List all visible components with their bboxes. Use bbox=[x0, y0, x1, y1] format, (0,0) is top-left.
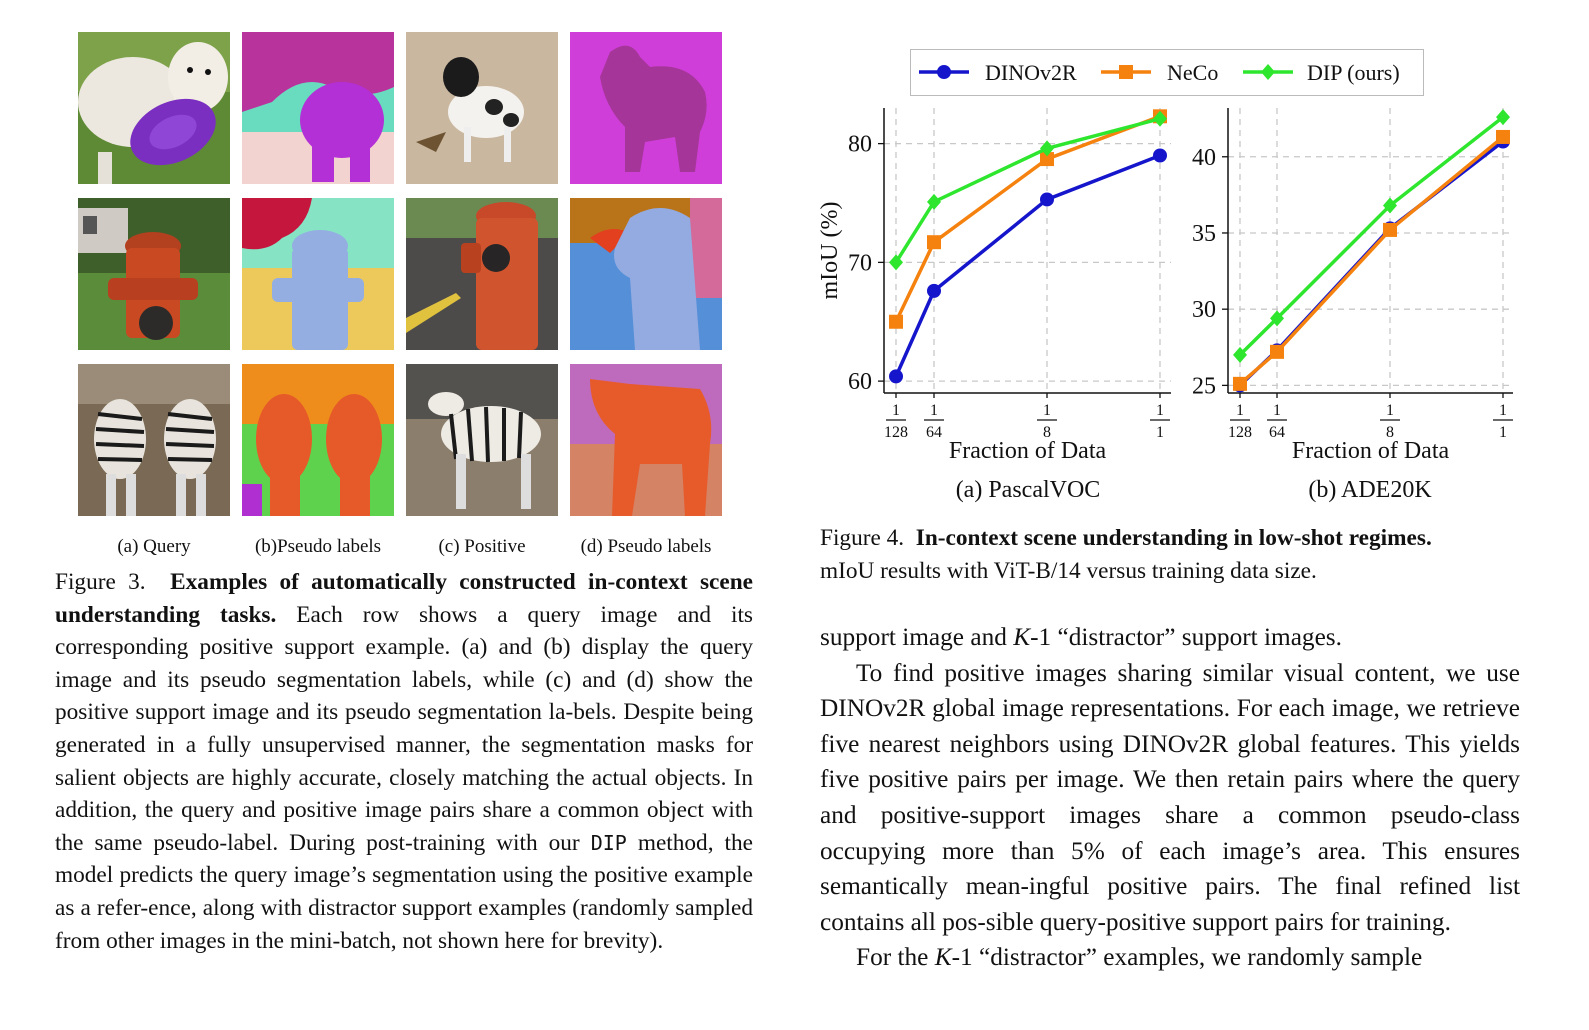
fig3-caption-body-1: Each row shows a query image and its cor… bbox=[55, 601, 753, 856]
body-p0-rest: -1 “distractor” support images. bbox=[1030, 623, 1342, 651]
chart-series-line bbox=[894, 153, 1161, 378]
chart-point bbox=[1233, 346, 1247, 363]
chart-point bbox=[889, 369, 903, 384]
chart-series-line bbox=[894, 114, 1161, 323]
legend-label-neco: NeCo bbox=[1167, 60, 1219, 85]
chart-xtick-label-den: 8 bbox=[1386, 424, 1394, 441]
fig4-caption-label: Figure 4. bbox=[820, 525, 905, 551]
chart-xtick-label-den: 64 bbox=[926, 424, 942, 441]
fig4-caption-body: mIoU results with ViT-B/14 versus traini… bbox=[820, 557, 1317, 584]
fig3-caption-body-2: method, the model predicts the query ima… bbox=[55, 829, 753, 954]
chart-xtick-label-den: 128 bbox=[1228, 424, 1252, 441]
chart-xtick-label-den: 128 bbox=[884, 424, 908, 441]
chart-point bbox=[889, 254, 903, 271]
chart-xtick-label-num: 1 bbox=[1156, 402, 1164, 419]
chart-xtick-label-num: 1 bbox=[1273, 402, 1281, 419]
legend-diamond-marker bbox=[1261, 64, 1275, 80]
chart-point bbox=[1040, 192, 1054, 207]
chart-series-line bbox=[894, 116, 1161, 264]
query-pseudo-label-dog bbox=[242, 32, 394, 184]
chart-ytick-label: 30 bbox=[1192, 297, 1216, 323]
chart-point bbox=[927, 235, 941, 250]
chart-point bbox=[1496, 129, 1510, 144]
query-pseudo-label-zebras bbox=[242, 364, 394, 516]
query-image-hydrant bbox=[78, 198, 230, 350]
legend-circle-marker bbox=[937, 65, 951, 79]
fig3-subcaption-c: (c) Positive bbox=[438, 536, 526, 557]
chart-point bbox=[1040, 152, 1054, 167]
fig3-subcaption-d: (d) Pseudo labels bbox=[580, 536, 712, 557]
chart-series-line bbox=[1238, 135, 1505, 386]
query-image-dog bbox=[78, 32, 230, 184]
body-paragraph-1: To find positive images sharing similar … bbox=[820, 658, 1520, 936]
chart-point bbox=[927, 283, 941, 298]
figure3-caption: Figure 3. Examples of automatically cons… bbox=[55, 566, 753, 957]
fig3-caption-label: Figure 3. bbox=[55, 569, 146, 595]
positive-pseudo-label-dog bbox=[570, 32, 722, 184]
figure4-charts: 60 70 80 1 128 1 64 1 8 1 1 Fraction of Data (a) Pas… bbox=[817, 108, 1513, 503]
body-p2-rest: -1 “distractor” examples, we randomly sa… bbox=[951, 943, 1423, 972]
positive-pseudo-label-zebra bbox=[570, 364, 722, 516]
chart-ytick-label: 60 bbox=[848, 369, 872, 395]
figure4-caption: Figure 4. In-context scene understanding… bbox=[820, 522, 1520, 587]
chart-point bbox=[1153, 110, 1167, 127]
chart-xtick-label-den: 8 bbox=[1043, 424, 1051, 441]
positive-image-hydrant bbox=[406, 198, 558, 350]
chart-ytick-label: 35 bbox=[1192, 221, 1216, 247]
body-text-right: support image and K-1 “distractor” suppo… bbox=[820, 620, 1520, 976]
chart-point bbox=[1383, 197, 1397, 214]
chart-ytick-label: 80 bbox=[848, 132, 872, 158]
chart-xtick-label-num: 1 bbox=[1499, 402, 1507, 419]
body-paragraph-0: support image and K-1 “distractor” suppo… bbox=[820, 620, 1520, 656]
body-p0-text: support image and bbox=[820, 623, 1014, 651]
chart-point bbox=[889, 314, 903, 329]
positive-pseudo-label-hydrant bbox=[570, 198, 722, 350]
body-paragraph-2: For the K-1 “distractor” examples, we ra… bbox=[820, 940, 1520, 976]
fig3-subcaption-a: (a) Query bbox=[117, 536, 191, 557]
chart-ytick-label: 70 bbox=[848, 250, 872, 276]
chart-xtick-label-num: 1 bbox=[930, 402, 938, 419]
chart-xtick-label-den: 1 bbox=[1156, 424, 1164, 441]
chart-xtick-label-num: 1 bbox=[892, 402, 900, 419]
chart-point bbox=[1153, 148, 1167, 163]
chart-point bbox=[1496, 109, 1510, 126]
fig3-subcaption-b: (b)Pseudo labels bbox=[254, 536, 382, 557]
chart-point bbox=[1270, 310, 1284, 327]
chart-series-line bbox=[1238, 115, 1505, 357]
legend-square-marker bbox=[1119, 65, 1133, 79]
chart-legend: DINOv2R NeCo DIP (ours) bbox=[910, 49, 1424, 96]
chart-point bbox=[927, 193, 941, 210]
legend-label-dip: DIP (ours) bbox=[1307, 60, 1400, 85]
chart-xtick-label-num: 1 bbox=[1386, 402, 1394, 419]
chart-x-axis-label: Fraction of Data bbox=[949, 438, 1107, 464]
chart-ytick-label: 40 bbox=[1192, 145, 1216, 171]
fig3-caption-code: DIP bbox=[590, 830, 627, 855]
chart-xtick-label-den: 64 bbox=[1269, 424, 1285, 441]
legend-label-dinov2r: DINOv2R bbox=[985, 60, 1077, 85]
legend-markers bbox=[919, 64, 1293, 80]
chart-subtitle: (b) ADE20K bbox=[1308, 477, 1432, 503]
query-pseudo-label-hydrant bbox=[242, 198, 394, 350]
positive-image-zebra bbox=[406, 364, 558, 516]
figure3-image-grid bbox=[78, 32, 724, 516]
chart-point bbox=[1270, 344, 1284, 359]
chart-ytick-label: 25 bbox=[1192, 373, 1216, 399]
chart-xtick-label-num: 1 bbox=[1236, 402, 1244, 419]
fig4-caption-title: In-context scene understanding in low-sh… bbox=[915, 525, 1432, 551]
body-p2-var: K bbox=[934, 943, 952, 972]
body-p2-text: For the bbox=[856, 943, 935, 972]
chart-point bbox=[1233, 376, 1247, 391]
query-image-zebras bbox=[78, 364, 230, 516]
chart-xtick-label-num: 1 bbox=[1043, 402, 1051, 419]
chart-y-axis-label: mIoU (%) bbox=[817, 202, 843, 300]
chart-xtick-label-den: 1 bbox=[1499, 424, 1507, 441]
chart-x-axis-label: Fraction of Data bbox=[1292, 438, 1450, 464]
chart-point bbox=[1040, 140, 1054, 157]
positive-image-dog bbox=[406, 32, 558, 184]
chart-subtitle: (a) PascalVOC bbox=[956, 477, 1101, 503]
fig3-caption-title: Examples of automatically constructed in… bbox=[55, 569, 753, 628]
chart-point bbox=[1383, 222, 1397, 237]
body-p0-var: K bbox=[1013, 623, 1031, 651]
